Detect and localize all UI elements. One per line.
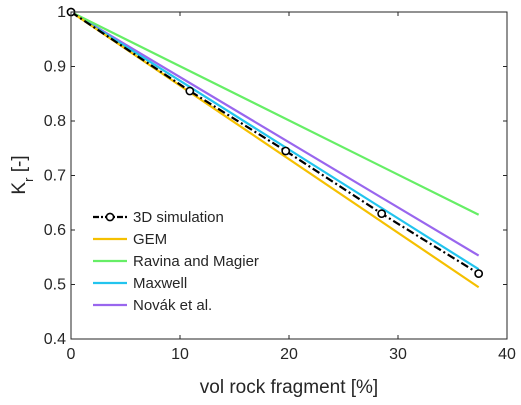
series-line-2	[70, 11, 480, 216]
y-axis-ticks: 0.4 0.5 0.6 0.7 0.8 0.9 1	[44, 4, 507, 348]
series-marker	[377, 209, 387, 219]
legend-label-1: GEM	[133, 231, 167, 248]
y-axis-label: Kr [-]	[9, 155, 36, 194]
series-marker	[185, 86, 195, 96]
y-axis-label-sub: r	[21, 177, 36, 182]
x-tick-label: 20	[280, 346, 298, 363]
series-marker	[281, 146, 291, 156]
y-tick-label: 1	[57, 4, 66, 21]
series-line-3	[70, 11, 480, 271]
y-tick-label: 0.5	[44, 277, 66, 294]
y-tick-label: 0.8	[44, 113, 66, 130]
y-tick-label: 0.4	[44, 331, 66, 348]
y-tick-label: 0.7	[44, 168, 66, 185]
x-tick-label: 40	[498, 346, 516, 363]
y-tick-label: 0.9	[44, 59, 66, 76]
series-marker	[474, 269, 484, 278]
legend-label-2: Ravina and Magier	[133, 253, 259, 270]
x-tick-label: 30	[389, 346, 407, 363]
x-axis-ticks: 0 10 20 30 40	[67, 12, 516, 363]
x-tick-label: 0	[67, 346, 76, 363]
legend-label-0: 3D simulation	[133, 209, 224, 226]
y-axis-label-unit: [-]	[9, 155, 30, 177]
legend-marker	[105, 212, 115, 222]
x-tick-label: 10	[171, 346, 189, 363]
x-axis-label: vol rock fragment [%]	[200, 377, 378, 398]
legend-label-3: Maxwell	[133, 275, 187, 292]
series-line-4	[70, 11, 480, 257]
legend-label-4: Novák et al.	[133, 297, 212, 314]
legend: 3D simulation GEM Ravina and Magier Maxwell…	[93, 209, 259, 314]
plot-lines	[66, 7, 484, 289]
y-tick-label: 0.6	[44, 222, 66, 239]
y-axis-label-main: K	[9, 182, 30, 195]
